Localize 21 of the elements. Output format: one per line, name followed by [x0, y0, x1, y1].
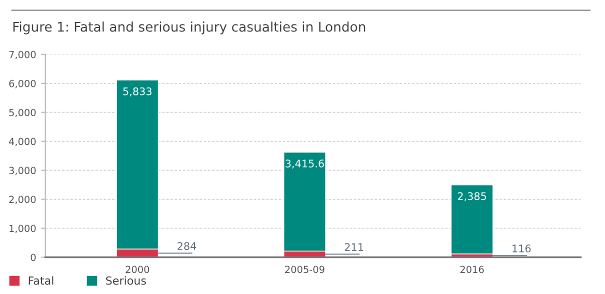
- y-tick-label: 7,000: [9, 50, 36, 60]
- y-tick-label: 5,000: [9, 108, 36, 118]
- legend-label: Fatal: [28, 276, 54, 285]
- y-tick-label: 3,000: [9, 166, 36, 176]
- data-label: 284: [178, 242, 196, 250]
- y-tick-label: 2,000: [9, 196, 36, 204]
- data-label: 211: [344, 243, 364, 251]
- chart-title: Figure 1: Fatal and serious injury casualties in London: [13, 22, 366, 34]
- y-tick-label: 6,000: [9, 80, 36, 88]
- data-label: 2,385: [458, 192, 486, 202]
- x-tick-label: 2000: [126, 266, 150, 274]
- legend-label: Serious: [106, 276, 146, 285]
- data-label: 116: [512, 244, 531, 252]
- data-label: 5,833: [123, 87, 152, 96]
- y-tick-label: 0: [30, 254, 36, 262]
- data-label: 3,415.6: [286, 160, 324, 169]
- bar: [450, 184, 494, 254]
- x-tick-label: 2005-09: [285, 266, 324, 274]
- y-tick-label: 4,000: [8, 138, 36, 146]
- x-tick-label: 2016: [460, 266, 484, 274]
- y-tick-label: 1,000: [10, 224, 36, 234]
